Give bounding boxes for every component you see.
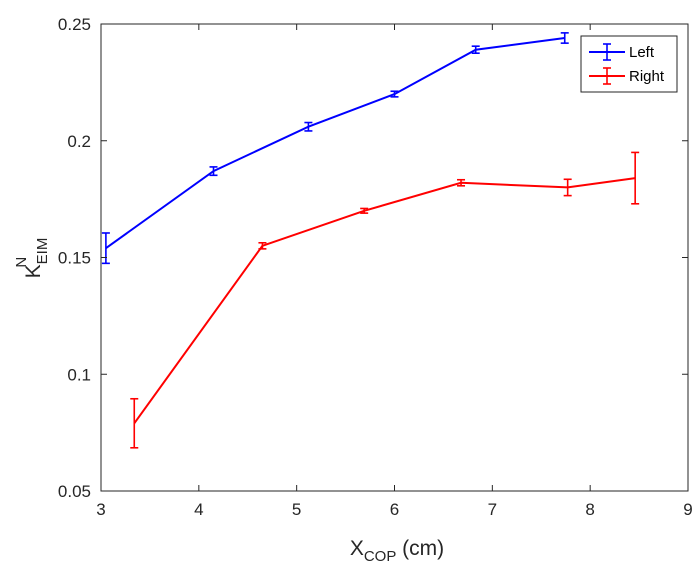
- y-tick-label: 0.25: [58, 15, 91, 34]
- error-bar-left: [390, 90, 399, 98]
- series-line-left: [105, 37, 565, 250]
- error-bar-left: [304, 121, 313, 132]
- x-tick-label: 5: [292, 500, 301, 519]
- x-tick-label: 6: [390, 500, 399, 519]
- error-bar-right: [360, 207, 369, 214]
- error-bar-right: [130, 397, 139, 449]
- legend-item-left: Left: [589, 43, 655, 61]
- axes: [100, 23, 689, 492]
- legend-label: Right: [629, 68, 665, 85]
- y-tick-label: 0.15: [58, 249, 91, 268]
- y-tick-label: 0.05: [58, 482, 91, 501]
- error-bar-left: [101, 232, 110, 265]
- x-tick-label: 3: [96, 500, 105, 519]
- error-bar-left: [209, 166, 218, 177]
- x-tick-label: 8: [585, 500, 594, 519]
- x-tick-label: 4: [194, 500, 203, 519]
- legend: Left Right: [580, 35, 678, 93]
- legend-item-right: Right: [589, 67, 665, 85]
- error-bar-left: [560, 32, 569, 44]
- y-axis-label: KEIMN: [13, 238, 51, 279]
- legend-box: [580, 35, 678, 93]
- legend-label: Left: [629, 44, 655, 61]
- series-line-right: [133, 177, 636, 424]
- error-bar-right: [631, 151, 640, 205]
- x-tick-label: 9: [683, 500, 692, 519]
- x-tick-label: 7: [488, 500, 497, 519]
- plot-area: [101, 32, 640, 449]
- x-axis-label: XCOP (cm): [350, 537, 444, 565]
- y-tick-label: 0.1: [67, 365, 91, 384]
- y-tick-label: 0.2: [67, 132, 91, 151]
- error-bar-left: [471, 45, 480, 54]
- error-bar-right: [258, 241, 267, 250]
- error-bar-right: [563, 178, 572, 197]
- tick-labels: 3 4 5 6 7 8 9 0.05 0.1 0.15 0.2 0.25: [58, 15, 693, 519]
- error-bar-right: [457, 178, 466, 187]
